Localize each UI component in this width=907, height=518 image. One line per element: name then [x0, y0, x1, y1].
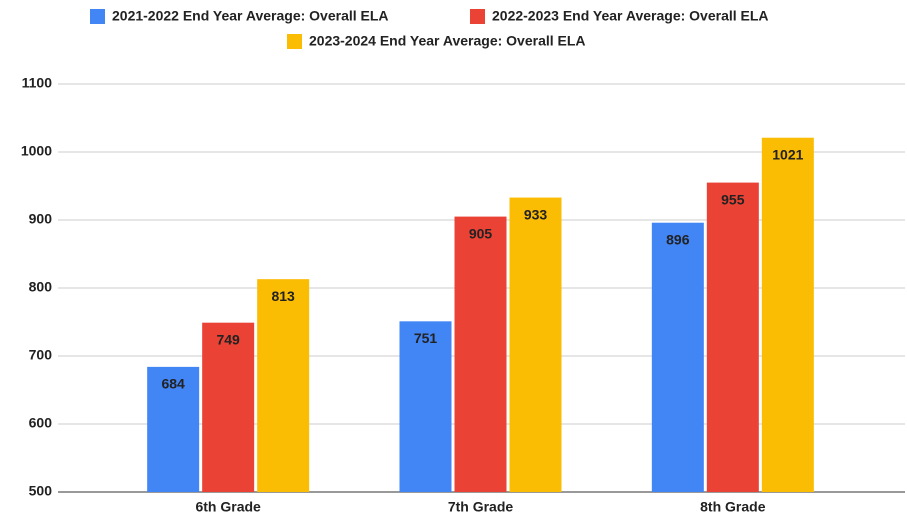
legend-swatch [470, 9, 485, 24]
legend-label: 2022-2023 End Year Average: Overall ELA [492, 8, 769, 24]
x-tick-label: 7th Grade [448, 499, 514, 515]
x-tick-label: 8th Grade [700, 499, 766, 515]
data-label: 905 [469, 225, 493, 241]
y-tick-label: 1100 [22, 75, 53, 91]
data-label: 813 [271, 288, 295, 304]
data-label: 684 [161, 376, 185, 392]
y-tick-label: 1000 [21, 143, 52, 159]
y-tick-label: 600 [29, 415, 53, 431]
bar [509, 197, 562, 492]
legend-label: 2021-2022 End Year Average: Overall ELA [112, 8, 389, 24]
data-label: 1021 [772, 146, 803, 162]
legend-swatch [90, 9, 105, 24]
y-tick-label: 800 [29, 279, 53, 295]
bar [257, 279, 310, 492]
legend-label: 2023-2024 End Year Average: Overall ELA [309, 33, 586, 49]
x-tick-label: 6th Grade [195, 499, 261, 515]
bar [399, 321, 452, 492]
bar [706, 182, 759, 492]
y-tick-label: 900 [29, 211, 53, 227]
data-label: 955 [721, 191, 745, 207]
bar [202, 322, 255, 492]
bar [454, 216, 507, 492]
data-label: 751 [414, 330, 438, 346]
bar [761, 137, 814, 492]
bar [147, 366, 200, 492]
legend-swatch [287, 34, 302, 49]
data-label: 749 [216, 331, 240, 347]
y-tick-label: 700 [29, 347, 53, 363]
y-tick-label: 500 [29, 483, 53, 499]
data-label: 896 [666, 231, 690, 247]
data-label: 933 [524, 206, 548, 222]
bar [651, 222, 704, 492]
